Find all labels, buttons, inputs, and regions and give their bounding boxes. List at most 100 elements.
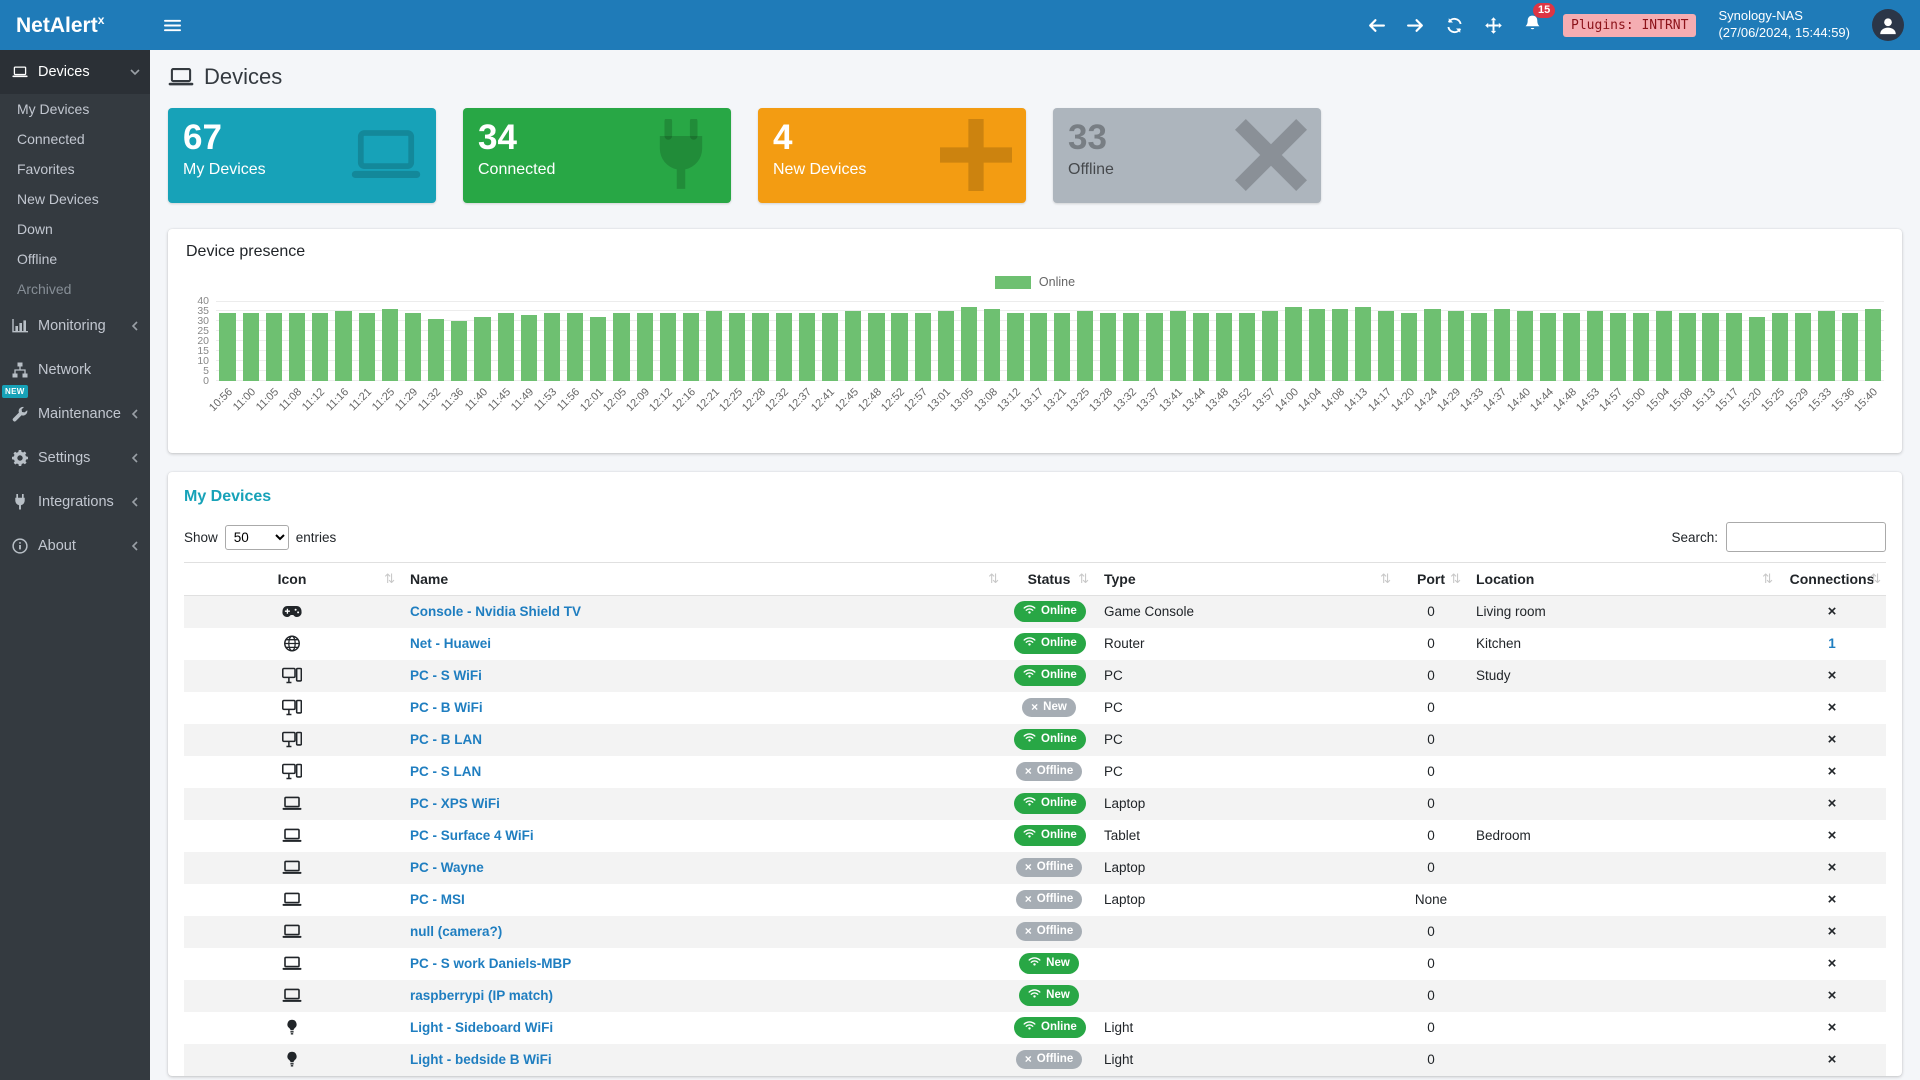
device-location: Study <box>1476 668 1511 683</box>
chart-legend[interactable]: Online <box>186 275 1884 289</box>
notifications-bell-button[interactable]: 15 <box>1524 3 1556 36</box>
device-name-link[interactable]: null (camera?) <box>410 924 503 939</box>
sidebar-subitem-archived[interactable]: Archived <box>17 281 72 297</box>
table-row[interactable]: PC - B LAN Online PC 0 × <box>184 723 1886 756</box>
device-name-link[interactable]: PC - B WiFi <box>410 700 483 715</box>
device-name-link[interactable]: PC - Wayne <box>410 860 484 875</box>
device-location <box>1466 916 1778 948</box>
sidebar-item-settings[interactable]: Settings <box>0 436 150 480</box>
chevron-down-icon <box>130 67 140 77</box>
search-input[interactable] <box>1726 522 1886 552</box>
connections-none-icon: × <box>1827 795 1837 812</box>
laptop-icon <box>184 980 400 1012</box>
table-row[interactable]: Console - Nvidia Shield TV Online Game C… <box>184 595 1886 628</box>
sidebar-item-maintenance[interactable]: NEW Maintenance <box>0 385 150 436</box>
sidebar-item-network[interactable]: Network <box>0 348 150 392</box>
host-timestamp: (27/06/2024, 15:44:59) <box>1718 25 1850 40</box>
column-header-connections[interactable]: Connections ⇅ <box>1778 562 1886 596</box>
table-row[interactable]: Light - Sideboard WiFi Online Light 0 × <box>184 1012 1886 1044</box>
device-location: Kitchen <box>1476 636 1522 651</box>
connections-count-link[interactable]: 1 <box>1828 636 1836 651</box>
column-header-status[interactable]: Status ⇅ <box>1004 562 1094 596</box>
presence-bar <box>1514 311 1537 381</box>
table-row[interactable]: null (camera?) × Offline 0 × <box>184 915 1886 948</box>
device-type: Light <box>1104 1052 1134 1067</box>
device-name-link[interactable]: Light - bedside B WiFi <box>410 1052 552 1067</box>
stat-card-offline[interactable]: 33 Offline <box>1053 108 1321 203</box>
sidebar-item-monitoring[interactable]: Monitoring <box>0 304 150 348</box>
sidebar-item-devices[interactable]: Devices <box>0 50 150 94</box>
stat-label: New Devices <box>773 161 867 179</box>
table-row[interactable]: PC - B WiFi × New PC 0 × <box>184 692 1886 724</box>
sidebar-subitem-new-devices[interactable]: New Devices <box>17 191 99 207</box>
column-header-location[interactable]: Location ⇅ <box>1466 562 1778 596</box>
gamepad-icon <box>184 596 400 628</box>
device-name-link[interactable]: PC - XPS WiFi <box>410 796 500 811</box>
x-tick-label: 15:40 <box>1852 386 1881 414</box>
sidebar-item-integrations[interactable]: Integrations <box>0 480 150 524</box>
table-row[interactable]: PC - MSI × Offline Laptop None × <box>184 884 1886 916</box>
notifications-count-badge: 15 <box>1533 3 1556 19</box>
table-row[interactable]: PC - Surface 4 WiFi Online Tablet 0 Bedr… <box>184 820 1886 852</box>
status-badge: New <box>1019 985 1079 1006</box>
table-row[interactable]: PC - S LAN × Offline PC 0 × <box>184 756 1886 788</box>
x-icon: × <box>1024 924 1032 939</box>
sidebar-subitem-offline[interactable]: Offline <box>17 251 58 267</box>
stat-card-new-devices[interactable]: 4 New Devices <box>758 108 1026 203</box>
plugins-status-badge[interactable]: Plugins: INTRNT <box>1563 13 1697 37</box>
laptop-icon <box>184 884 400 916</box>
device-location <box>1466 1044 1778 1076</box>
stat-card-connected[interactable]: 34 Connected <box>463 108 731 203</box>
device-name-link[interactable]: PC - S work Daniels-MBP <box>410 956 572 971</box>
device-type: Laptop <box>1104 892 1146 907</box>
column-header-type[interactable]: Type ⇅ <box>1094 562 1396 596</box>
sidebar-item-about[interactable]: About <box>0 524 150 568</box>
sidebar-subitem-down[interactable]: Down <box>17 221 53 237</box>
column-header-port[interactable]: Port ⇅ <box>1396 562 1466 596</box>
column-header-icon[interactable]: Icon ⇅ <box>184 562 400 596</box>
device-name-link[interactable]: PC - MSI <box>410 892 465 907</box>
device-port: 0 <box>1427 1020 1435 1035</box>
presence-bar <box>1653 311 1676 381</box>
device-name-link[interactable]: PC - B LAN <box>410 732 482 747</box>
table-row[interactable]: Light - bedside B WiFi × Offline Light 0 … <box>184 1043 1886 1076</box>
sidebar-subitem-favorites[interactable]: Favorites <box>17 161 75 177</box>
page-length-select[interactable]: 50 <box>224 524 289 550</box>
presence-bar <box>378 309 401 381</box>
presence-bar <box>772 313 795 381</box>
connections-none-icon: × <box>1827 603 1837 621</box>
table-row[interactable]: Net - Huawei Online Router 0 Kitchen 1 <box>184 628 1886 660</box>
my-devices-panel: My Devices Show 50 entries Search: Icon ⇅… <box>168 472 1902 1076</box>
device-name-link[interactable]: Console - Nvidia Shield TV <box>410 604 582 620</box>
device-name-link[interactable]: PC - S WiFi <box>410 668 482 683</box>
sidebar-subitem-connected[interactable]: Connected <box>17 131 85 147</box>
forward-arrow-button[interactable] <box>1407 17 1424 34</box>
sidebar-subitem-my-devices[interactable]: My Devices <box>17 101 90 117</box>
chart-y-axis: 0 5 10 15 20 25 30 35 40 <box>197 295 209 387</box>
table-row[interactable]: PC - XPS WiFi Online Laptop 0 × <box>184 787 1886 820</box>
table-row[interactable]: PC - Wayne × Offline Laptop 0 × <box>184 851 1886 884</box>
device-name-link[interactable]: Light - Sideboard WiFi <box>410 1020 554 1035</box>
device-name-link[interactable]: raspberrypi (IP match) <box>410 988 554 1003</box>
refresh-button[interactable] <box>1446 17 1463 34</box>
column-header-name[interactable]: Name ⇅ <box>400 562 1004 596</box>
move-button[interactable] <box>1485 16 1502 34</box>
device-name-link[interactable]: PC - S LAN <box>410 764 482 779</box>
device-name-link[interactable]: Net - Huawei <box>410 636 492 651</box>
device-name-link[interactable]: PC - Surface 4 WiFi <box>410 828 534 843</box>
table-row[interactable]: raspberrypi (IP match) New 0 × <box>184 979 1886 1012</box>
back-arrow-button[interactable] <box>1368 17 1386 34</box>
sidebar-item-label: Devices <box>38 64 90 80</box>
menu-toggle-button[interactable] <box>164 17 181 34</box>
show-label: Show <box>184 529 218 545</box>
stat-card-my-devices[interactable]: 67 My Devices <box>168 108 436 203</box>
wrench-icon <box>12 406 29 423</box>
presence-bar <box>1050 313 1073 381</box>
presence-bar <box>958 307 981 381</box>
presence-bar <box>1815 311 1838 381</box>
table-row[interactable]: PC - S WiFi Online PC 0 Study × <box>184 659 1886 692</box>
connections-none-icon: × <box>1827 955 1837 972</box>
user-avatar[interactable] <box>1872 9 1904 41</box>
table-row[interactable]: PC - S work Daniels-MBP New 0 × <box>184 948 1886 980</box>
brand-logo[interactable]: NetAlertx <box>0 13 150 38</box>
